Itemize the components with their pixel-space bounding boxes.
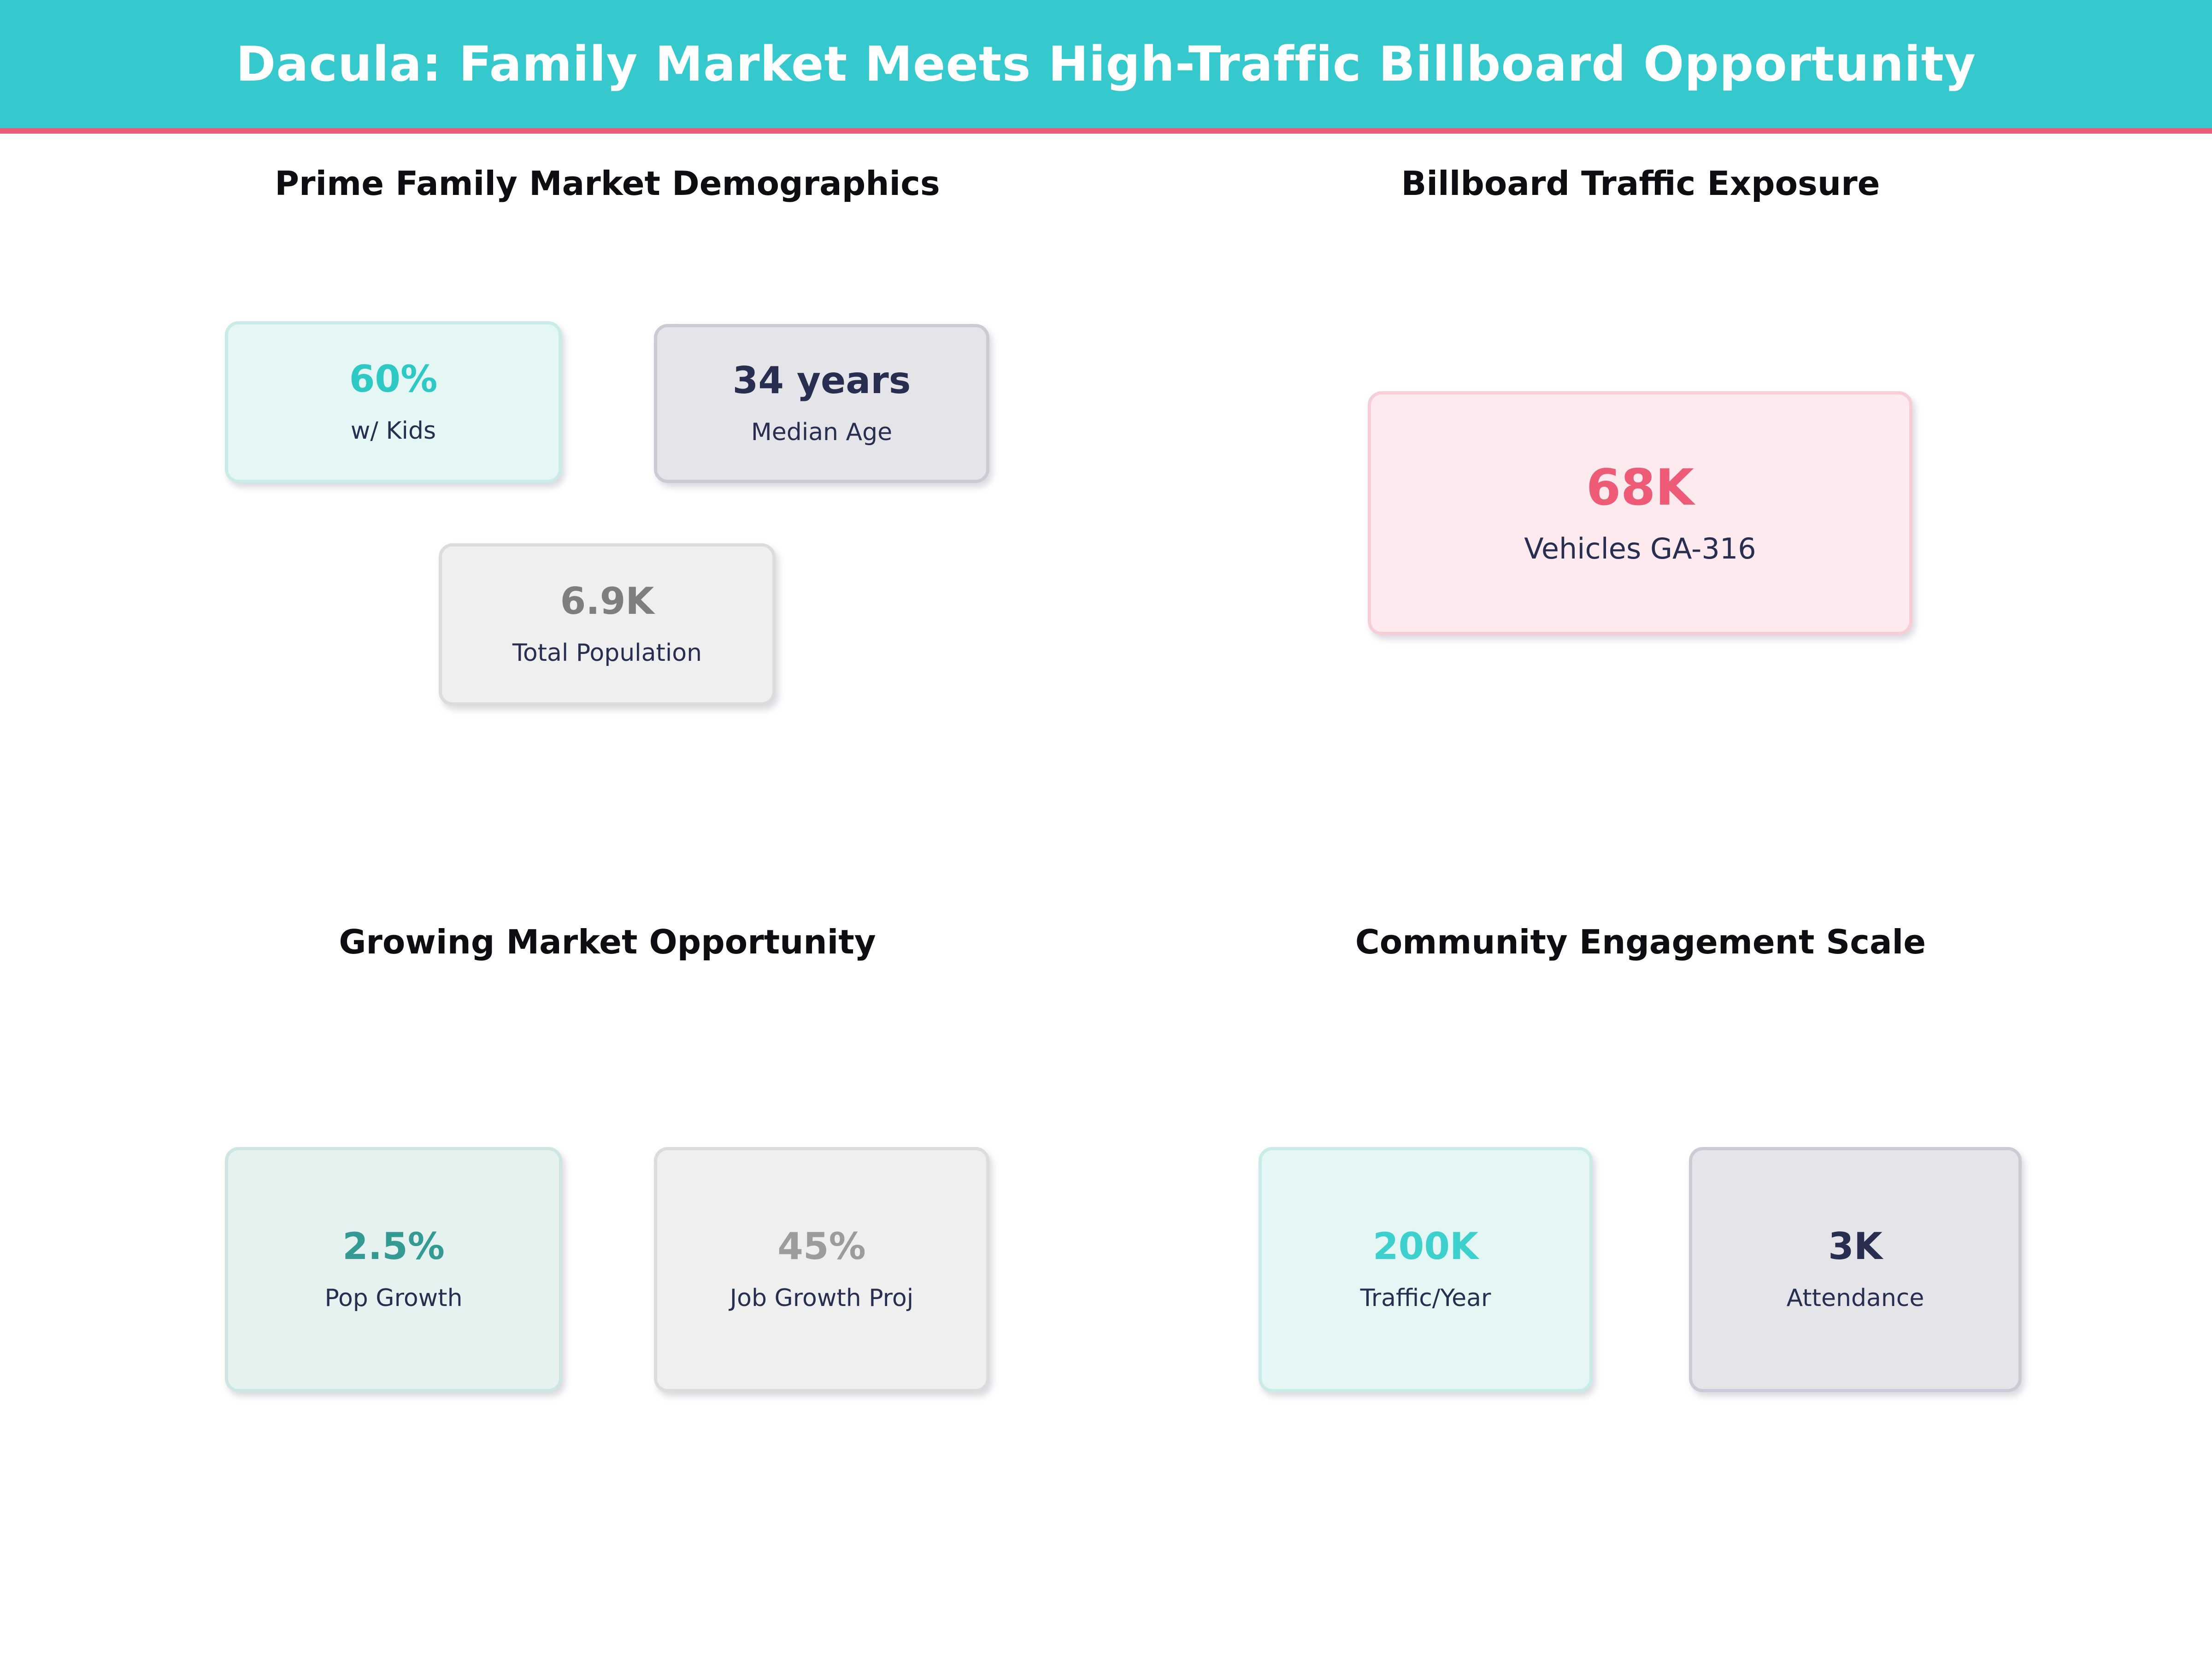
page-title: Dacula: Family Market Meets High-Traffic…	[235, 36, 1977, 92]
stat-value-median-age: 34 years	[732, 359, 911, 402]
header-banner: Dacula: Family Market Meets High-Traffic…	[0, 0, 2212, 128]
stat-label-vehicles-ga316: Vehicles GA-316	[1524, 532, 1756, 566]
section-title-billboard-traffic: Billboard Traffic Exposure	[1401, 164, 1880, 203]
stat-card-attendance: 3K Attendance	[1689, 1147, 2022, 1392]
stat-value-traffic-year: 200K	[1373, 1225, 1478, 1268]
stat-label-median-age: Median Age	[751, 418, 893, 446]
stat-card-job-growth: 45% Job Growth Proj	[654, 1147, 989, 1392]
section-title-community-engagement: Community Engagement Scale	[1355, 923, 1926, 961]
stat-label-total-population: Total Population	[512, 639, 702, 667]
stat-card-with-kids: 60% w/ Kids	[225, 321, 562, 483]
stat-label-traffic-year: Traffic/Year	[1360, 1284, 1491, 1312]
stat-label-with-kids: w/ Kids	[350, 417, 436, 445]
stat-value-vehicles-ga316: 68K	[1586, 459, 1694, 517]
section-title-growing-market: Growing Market Opportunity	[339, 923, 876, 961]
stat-label-pop-growth: Pop Growth	[324, 1284, 463, 1312]
stat-card-traffic-year: 200K Traffic/Year	[1259, 1147, 1593, 1392]
section-title-demographics: Prime Family Market Demographics	[275, 164, 940, 203]
stat-label-job-growth: Job Growth Proj	[729, 1284, 914, 1312]
header-accent-stripe	[0, 128, 2212, 134]
stat-value-with-kids: 60%	[349, 357, 438, 400]
stat-card-vehicles-ga316: 68K Vehicles GA-316	[1368, 391, 1912, 635]
stat-label-attendance: Attendance	[1786, 1284, 1924, 1312]
stat-value-attendance: 3K	[1828, 1225, 1883, 1268]
stat-card-median-age: 34 years Median Age	[654, 324, 989, 483]
stat-card-total-population: 6.9K Total Population	[439, 543, 776, 706]
stat-value-total-population: 6.9K	[560, 580, 654, 623]
stat-value-job-growth: 45%	[777, 1225, 866, 1268]
stat-value-pop-growth: 2.5%	[342, 1225, 445, 1268]
stat-card-pop-growth: 2.5% Pop Growth	[225, 1147, 562, 1392]
